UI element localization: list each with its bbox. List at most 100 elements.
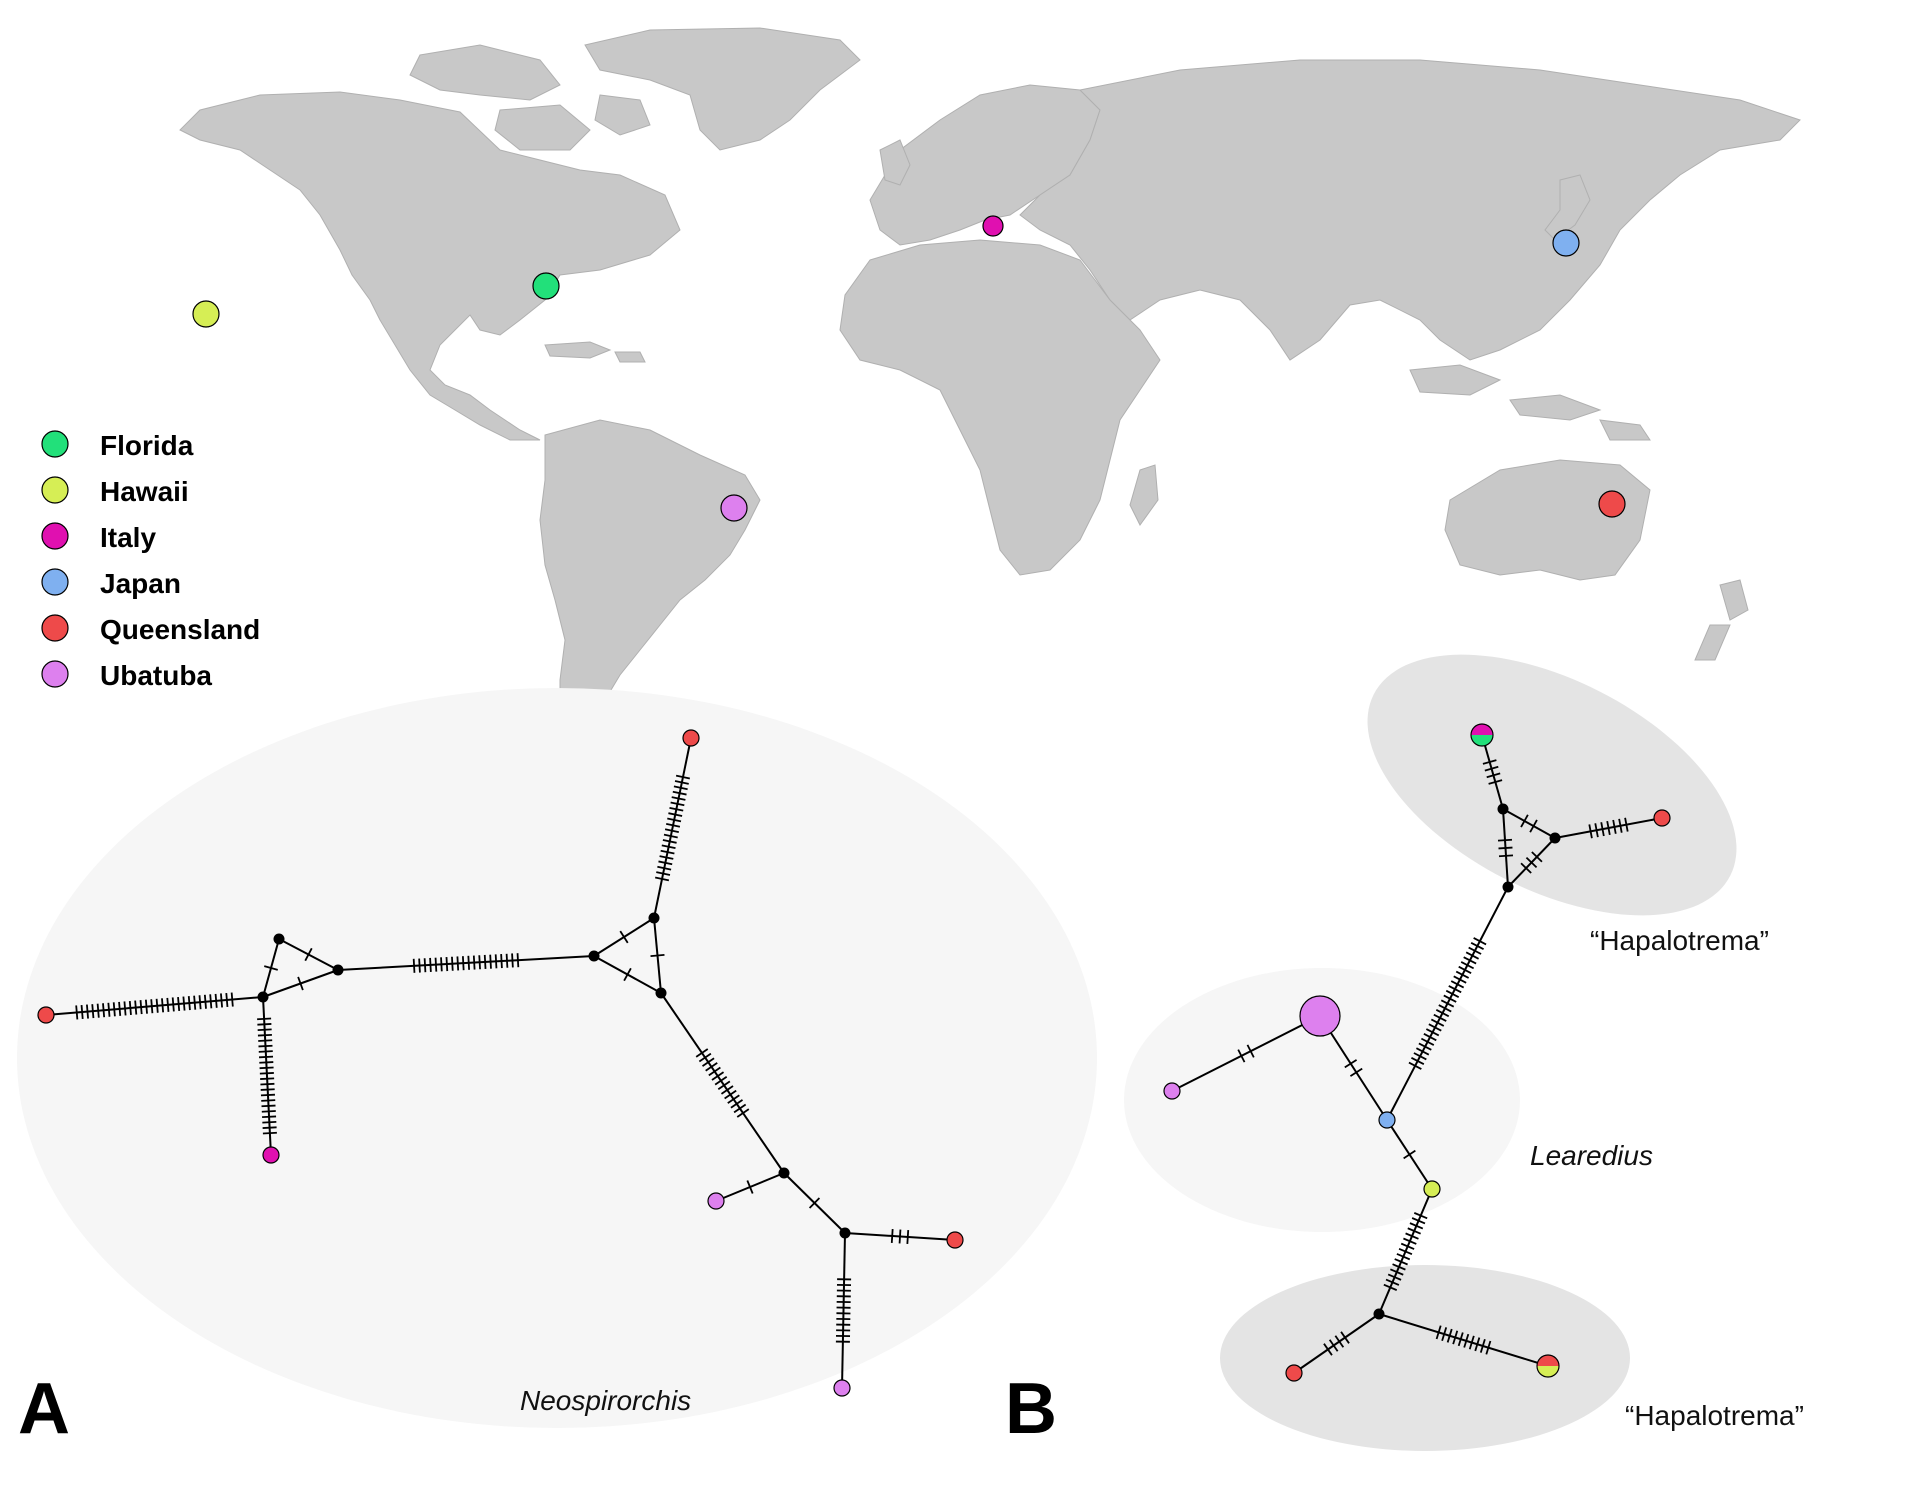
mutation-tick [123,1001,127,1016]
haplotype-node-ubatuba [833,1379,851,1397]
mutation-tick [1618,818,1623,833]
mutation-tick [297,976,304,991]
mutation-tick [698,1052,712,1063]
haplotype-pie-slice [1471,735,1493,746]
mutation-tick [1486,772,1501,779]
map-marker-queensland [1598,490,1626,518]
mutation-tick [456,956,460,971]
mutation-tick [516,953,520,968]
haplotype-node-queensland [1653,809,1671,827]
mutation-tick [198,995,202,1010]
network-edge [1319,1015,1388,1121]
legend-item: Hawaii [41,476,189,507]
mutation-tick [472,955,476,970]
haplotype-node-ubatuba [1299,995,1341,1037]
mutation-tick [182,996,186,1011]
mutation-tick [695,1048,709,1058]
mutation-tick [671,796,686,801]
network-edge [1378,1313,1549,1367]
mutation-tick [258,1055,274,1059]
legend-swatch [41,568,69,596]
mutation-tick [670,801,685,807]
median-vector-node [257,991,269,1003]
mutation-tick [80,1004,84,1020]
legend-item: Queensland [41,614,260,645]
mutation-tick [260,1088,275,1091]
network-edge [262,996,272,1156]
mutation-tick [717,1080,731,1091]
mutation-tick [1407,1227,1421,1235]
median-vector-node [839,1227,851,1239]
mutation-tick [673,785,688,791]
mutation-tick [257,1033,272,1037]
australia-landmass [1444,459,1651,581]
mutation-tick [666,823,681,828]
mutation-tick [1588,824,1593,839]
mutation-tick [220,993,223,1008]
mutation-tick [724,1089,737,1100]
mutation-tick [434,957,438,972]
network-edge [1171,1015,1321,1092]
mutation-tick [1470,941,1484,951]
mutation-tick [259,1072,274,1075]
mutation-tick [1392,1263,1406,1271]
median-vector-node [1502,881,1514,893]
network-edge [653,737,692,919]
mutation-tick [257,1028,272,1032]
mutation-tick [161,998,165,1013]
learedius-cluster [1124,968,1520,1232]
mutation-tick [733,1103,747,1114]
mutation-tick [675,774,691,780]
mutation-tick [657,865,672,871]
legend-label: Queensland [100,614,260,645]
mutation-tick [1385,1278,1400,1286]
mutation-tick [711,1071,725,1081]
mutation-tick [1624,817,1629,832]
mutation-tick [261,1110,276,1113]
haplotype-node-queensland [1285,1364,1303,1382]
map-marker-japan [1552,229,1580,257]
mutation-tick [1482,759,1497,765]
mutation-tick [96,1003,100,1018]
mutation-tick [1387,1273,1402,1281]
mutation-tick [187,996,191,1011]
haplotype-node-italy [262,1146,280,1164]
mutation-tick [102,1003,106,1018]
legend-label: Florida [100,430,194,461]
mutation-tick [674,780,689,785]
panel-a-edges [37,729,964,1397]
mutation-tick [659,855,674,860]
mutation-tick [209,994,213,1009]
median-vector-node [1549,832,1561,844]
legend-label: Japan [100,568,181,599]
mutation-tick [1420,1037,1435,1046]
haplotype-node-ubatuba [1163,1082,1181,1100]
network-edge [1481,734,1504,810]
legend-label: Italy [100,522,156,553]
mutation-tick [1349,1067,1363,1077]
mutation-tick [623,967,632,982]
mutation-tick [1468,1335,1475,1350]
mutation-tick [1473,937,1487,946]
haplotype-node-japan [1378,1111,1396,1129]
mutation-tick [166,997,170,1012]
mutation-tick [1403,1149,1416,1160]
mutation-tick [134,1000,138,1015]
mutation-tick [260,1077,275,1080]
mutation-tick [262,1131,277,1135]
mutation-tick [429,957,432,972]
mutation-tick [1438,1004,1452,1013]
panel-letter-a: A [18,1369,70,1449]
mutation-tick [478,955,481,970]
mutation-tick [654,876,670,882]
hapalotrema-cluster-bottom [1220,1265,1630,1451]
network-edge [337,955,595,971]
mutation-tick [1498,846,1513,850]
mutation-tick [418,958,421,973]
mutation-tick [1334,1335,1345,1348]
median-vector-node [588,950,600,962]
haplotype-node-shared [1470,723,1494,747]
hapalotrema-label-top: “Hapalotrema” [1590,925,1769,956]
network-edge [1293,1313,1380,1374]
new-zealand-landmass [1694,579,1749,661]
